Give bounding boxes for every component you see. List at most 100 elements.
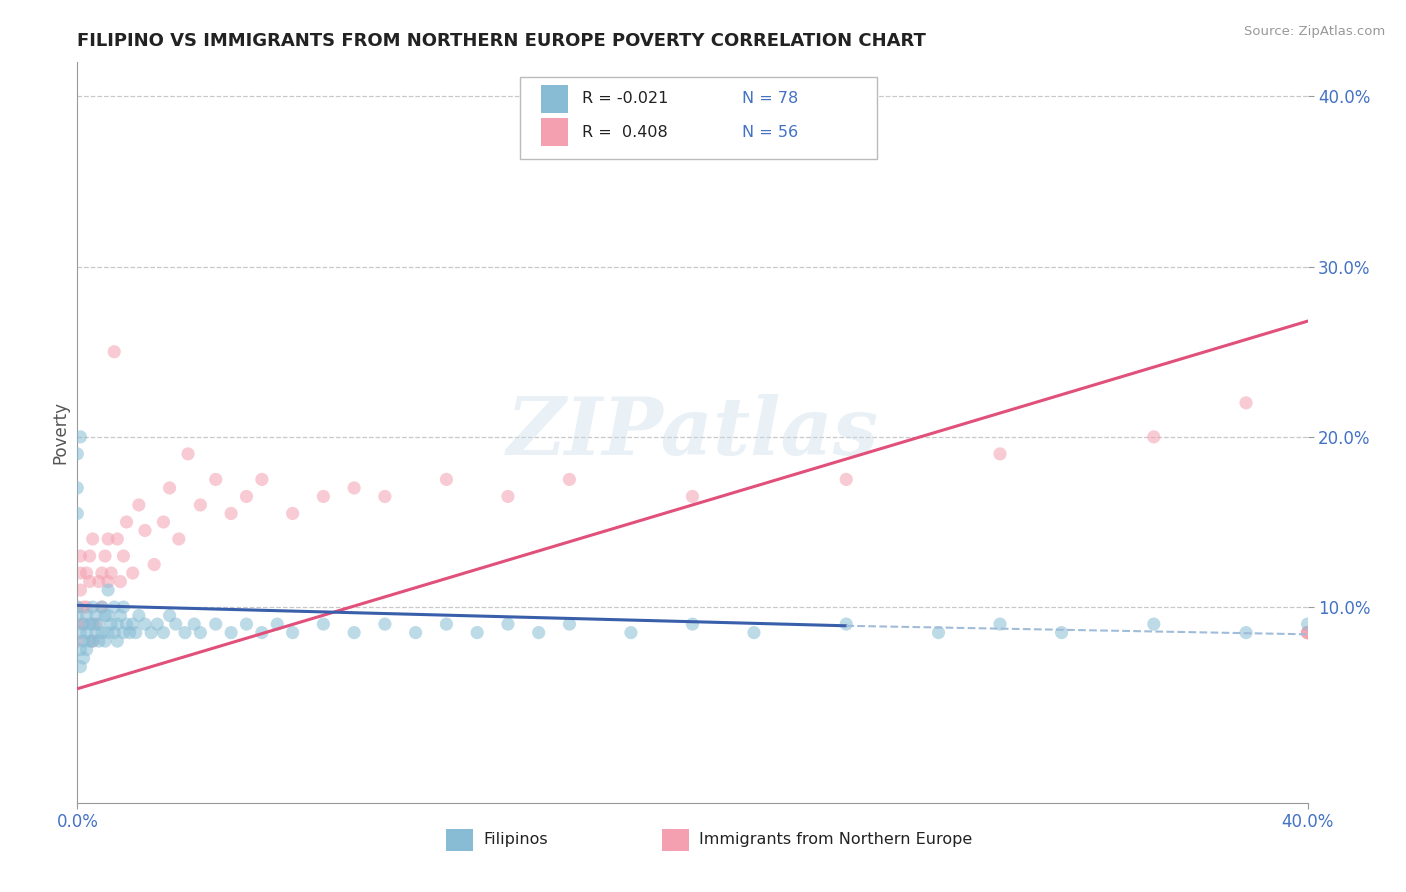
Point <box>66 481 89 495</box>
Text: Immigrants from Northern Europe: Immigrants from Northern Europe <box>699 832 972 847</box>
Point <box>204 472 226 486</box>
Point <box>94 634 117 648</box>
Point <box>188 498 212 512</box>
Point <box>988 447 1011 461</box>
Point <box>82 634 104 648</box>
Point <box>134 617 156 632</box>
Point <box>66 447 89 461</box>
Point <box>97 625 120 640</box>
Point <box>66 600 89 615</box>
Point <box>72 651 94 665</box>
Point <box>94 549 117 563</box>
Point <box>1143 430 1166 444</box>
Point <box>165 617 187 632</box>
Point <box>72 617 94 632</box>
Text: FILIPINO VS IMMIGRANTS FROM NORTHERN EUROPE POVERTY CORRELATION CHART: FILIPINO VS IMMIGRANTS FROM NORTHERN EUR… <box>77 32 927 50</box>
Point <box>69 430 91 444</box>
Point <box>183 617 205 632</box>
Point <box>79 634 101 648</box>
Point <box>90 600 114 615</box>
Point <box>620 625 643 640</box>
Point <box>465 625 488 640</box>
Point <box>235 490 257 504</box>
Point <box>219 507 242 521</box>
Point <box>174 625 197 640</box>
Point <box>69 549 91 563</box>
Point <box>1296 617 1319 632</box>
Point <box>100 566 122 580</box>
Point <box>112 625 135 640</box>
Point <box>90 625 114 640</box>
Point <box>82 532 104 546</box>
Point <box>134 524 156 538</box>
Y-axis label: Poverty: Poverty <box>51 401 69 464</box>
Point <box>219 625 242 640</box>
Point <box>69 566 91 580</box>
Point <box>682 490 704 504</box>
Point <box>436 617 458 632</box>
Point <box>1296 625 1319 640</box>
Point <box>66 600 89 615</box>
Point <box>103 344 125 359</box>
Point <box>72 600 94 615</box>
Bar <box>541 85 568 112</box>
Point <box>84 617 107 632</box>
Point <box>281 507 304 521</box>
Point <box>103 600 125 615</box>
Point <box>79 574 101 589</box>
Text: Filipinos: Filipinos <box>484 832 548 847</box>
Point <box>90 566 114 580</box>
Point <box>928 625 950 640</box>
Point <box>76 608 98 623</box>
Point <box>496 617 519 632</box>
Point <box>87 634 110 648</box>
Point <box>66 507 89 521</box>
Point <box>84 625 107 640</box>
Point <box>79 617 101 632</box>
Point <box>69 642 91 657</box>
Text: R = -0.021: R = -0.021 <box>582 91 668 106</box>
Point <box>343 481 366 495</box>
Point <box>204 617 226 632</box>
Bar <box>541 118 568 146</box>
Point <box>558 472 581 486</box>
Point <box>76 642 98 657</box>
Point <box>110 608 132 623</box>
Point <box>1296 625 1319 640</box>
Point <box>97 574 120 589</box>
Point <box>1296 625 1319 640</box>
Point <box>87 574 110 589</box>
Bar <box>662 829 689 851</box>
Point <box>405 625 427 640</box>
Point <box>152 625 174 640</box>
Text: R =  0.408: R = 0.408 <box>582 125 668 139</box>
Point <box>1050 625 1073 640</box>
Point <box>82 617 104 632</box>
Point <box>527 625 550 640</box>
Point <box>159 608 181 623</box>
Point <box>281 625 304 640</box>
Text: N = 56: N = 56 <box>742 125 797 139</box>
Point <box>835 472 858 486</box>
Point <box>87 617 110 632</box>
Point <box>250 472 273 486</box>
Point <box>79 549 101 563</box>
Point <box>84 608 107 623</box>
Point <box>105 634 128 648</box>
Point <box>105 617 128 632</box>
Point <box>312 617 335 632</box>
Bar <box>447 829 474 851</box>
Point <box>118 625 141 640</box>
Point <box>103 625 125 640</box>
Point <box>312 490 335 504</box>
Point <box>177 447 200 461</box>
Point <box>112 600 135 615</box>
Point <box>1234 396 1257 410</box>
Point <box>141 625 163 640</box>
Point <box>128 608 150 623</box>
Point <box>143 558 166 572</box>
Point <box>110 574 132 589</box>
Point <box>115 515 138 529</box>
Point <box>69 659 91 673</box>
Point <box>125 625 148 640</box>
